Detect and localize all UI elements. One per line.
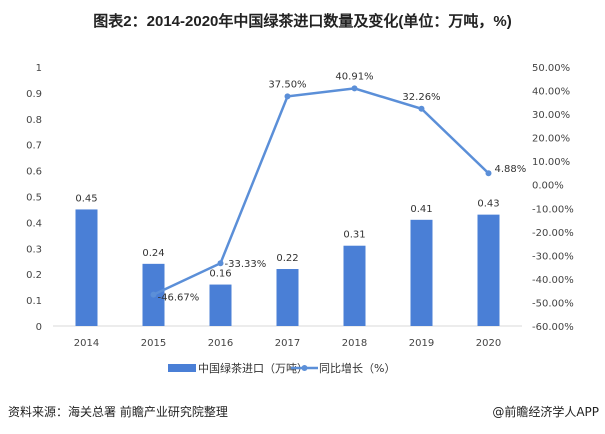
left-axis-tick: 0.2 <box>26 270 42 281</box>
legend-bar-label: 中国绿茶进口（万吨） <box>198 361 308 375</box>
bar <box>75 209 98 326</box>
right-axis-tick: 40.00% <box>532 87 570 98</box>
bar-label: 0.31 <box>343 230 365 241</box>
left-axis-tick: 0.4 <box>26 218 42 229</box>
bar <box>276 269 299 326</box>
bar-label: 0.24 <box>142 248 164 259</box>
bar-label: 0.41 <box>410 204 432 215</box>
bar <box>477 214 500 326</box>
x-axis-tick: 2017 <box>275 338 300 349</box>
growth-label: -46.67% <box>158 293 200 304</box>
growth-label: 32.26% <box>402 92 440 103</box>
growth-point <box>485 170 492 177</box>
left-axis-tick: 0.6 <box>26 167 42 178</box>
right-axis-tick: -60.00% <box>532 322 574 333</box>
right-axis-tick: -10.00% <box>532 204 574 215</box>
right-axis-tick: -20.00% <box>532 228 574 239</box>
growth-label: 40.91% <box>335 71 373 82</box>
left-axis-tick: 0.5 <box>26 193 42 204</box>
bar-label: 0.45 <box>75 193 97 204</box>
growth-point <box>418 105 425 112</box>
x-axis-tick: 2014 <box>74 338 99 349</box>
chart-title: 图表2：2014-2020年中国绿茶进口数量及变化(单位：万吨，%) <box>93 13 512 30</box>
x-axis-tick: 2015 <box>141 338 166 349</box>
growth-point <box>217 260 224 267</box>
left-axis-tick: 0 <box>36 322 42 333</box>
bar <box>209 284 232 326</box>
left-axis-tick: 0.7 <box>26 141 42 152</box>
left-axis-tick: 0.8 <box>26 115 42 126</box>
bar-label: 0.22 <box>276 253 298 264</box>
right-axis-tick: 10.00% <box>532 157 570 168</box>
right-axis-tick: 50.00% <box>532 63 570 74</box>
x-axis-tick: 2016 <box>208 338 233 349</box>
bar <box>343 245 366 326</box>
x-axis-tick: 2020 <box>476 338 501 349</box>
right-axis-tick: 20.00% <box>532 134 570 145</box>
legend-line-label: 同比增长（%） <box>319 361 395 375</box>
left-axis-tick: 1 <box>36 63 42 74</box>
growth-point <box>351 85 358 92</box>
bar-label: 0.16 <box>209 269 231 280</box>
growth-label: -33.33% <box>225 259 267 270</box>
bar-label: 0.43 <box>477 199 499 210</box>
bar <box>410 219 433 326</box>
growth-point <box>150 291 157 298</box>
growth-point <box>284 93 291 100</box>
growth-label: 37.50% <box>268 79 306 90</box>
left-axis-tick: 0.9 <box>26 89 42 100</box>
right-axis-tick: 0.00% <box>532 181 564 192</box>
x-axis-tick: 2018 <box>342 338 367 349</box>
right-axis-tick: -50.00% <box>532 298 574 309</box>
credit-note: @前瞻经济学人APP <box>492 405 599 419</box>
legend-line-marker <box>301 365 308 371</box>
x-axis-tick: 2019 <box>409 338 434 349</box>
right-axis-tick: -30.00% <box>532 251 574 262</box>
right-axis-tick: -40.00% <box>532 275 574 286</box>
growth-label: 4.88% <box>495 164 527 175</box>
growth-line <box>152 87 490 296</box>
legend-bar-swatch <box>168 364 196 372</box>
left-axis-tick: 0.3 <box>26 244 42 255</box>
source-note: 资料来源：海关总署 前瞻产业研究院整理 <box>8 405 228 419</box>
left-axis-tick: 0.1 <box>26 296 42 307</box>
right-axis-tick: 30.00% <box>532 110 570 121</box>
